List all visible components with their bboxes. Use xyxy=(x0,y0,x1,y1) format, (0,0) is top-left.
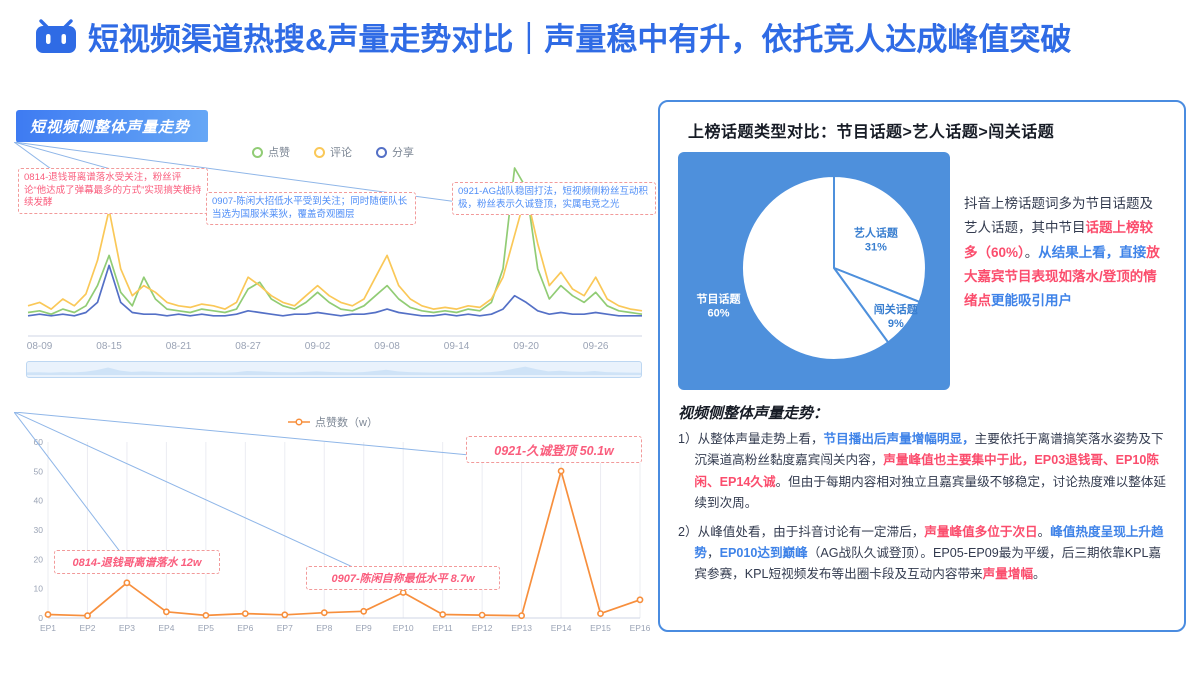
svg-text:31%: 31% xyxy=(865,242,887,254)
pie-analysis-text: 抖音上榜话题词多为节目话题及艺人话题，其中节目话题上榜较多（60%）。从结果上看… xyxy=(964,196,1160,309)
ring-marker-icon xyxy=(252,146,263,158)
svg-text:EP16: EP16 xyxy=(630,623,651,633)
callout-0814: 0814-退钱哥离谱落水受关注，粉丝评论“他达成了弹幕最多的方式”实现搞笑梗持续… xyxy=(18,168,208,214)
chart-legend: 点赞 评论 分享 xyxy=(14,142,652,162)
legend-label: 评论 xyxy=(330,147,352,159)
page-header: 短视频渠道热搜&声量走势对比｜声量稳中有升，依托竞人达成峰值突破 xyxy=(34,14,1194,59)
legend-item-0[interactable]: 点赞数（w） xyxy=(288,414,378,430)
svg-text:30: 30 xyxy=(34,525,44,535)
likes-plot[interactable]: 0 10 20 30 40 50 60 EP1 EP2 EP3 EP4 EP5 EP6 EP7 EP8 EP9… xyxy=(14,432,652,640)
likes-per-episode-chart: 点赞数（w） 0 10 20 30 40 50 60 EP1 EP2 EP3 EP4 EP5 EP6 EP… xyxy=(14,412,652,662)
tv-logo-icon xyxy=(34,18,78,55)
svg-text:09-20: 09-20 xyxy=(513,341,539,352)
svg-text:EP14: EP14 xyxy=(551,623,572,633)
page-title: 短视频渠道热搜&声量走势对比｜声量稳中有升，依托竞人达成峰值突破 xyxy=(88,22,1072,57)
volume-trend-chart: 点赞 评论 分享 08-09 08-15 08-21 08-27 09-02 09-08 09-… xyxy=(14,142,656,400)
trend-point-2: 2）从峰值处看，由于抖音讨论有一定滞后，声量峰值多位于次日。峰值热度呈现上升趋势… xyxy=(678,524,1164,582)
svg-text:EP1: EP1 xyxy=(40,623,56,633)
legend-item-1[interactable]: 评论 xyxy=(314,144,352,160)
legend-label: 点赞数（w） xyxy=(315,417,378,429)
svg-text:08-15: 08-15 xyxy=(96,341,122,352)
svg-text:08-21: 08-21 xyxy=(166,341,192,352)
svg-text:EP2: EP2 xyxy=(79,623,95,633)
ring-marker-icon xyxy=(314,146,325,158)
legend-label: 点赞 xyxy=(268,147,290,159)
svg-text:EP5: EP5 xyxy=(198,623,214,633)
svg-text:09-02: 09-02 xyxy=(305,341,331,352)
legend-item-2[interactable]: 分享 xyxy=(376,144,414,160)
svg-text:40: 40 xyxy=(34,496,44,506)
svg-text:EP9: EP9 xyxy=(356,623,372,633)
trend-point-1: 1）从整体声量走势上看，节目播出后声量增幅明显，主要依托于离谱搞笑落水姿势及下沉… xyxy=(678,432,1166,511)
topic-pie-chart[interactable]: 艺人话题 31% 闯关话题 9% 节目话题 60% xyxy=(678,152,950,390)
line-marker-icon xyxy=(288,418,311,426)
svg-text:EP11: EP11 xyxy=(433,623,453,633)
svg-text:09-14: 09-14 xyxy=(444,341,470,352)
ring-marker-icon xyxy=(376,146,387,158)
svg-text:EP7: EP7 xyxy=(277,623,293,633)
svg-text:08-09: 08-09 xyxy=(27,341,53,352)
svg-text:0: 0 xyxy=(38,613,43,623)
svg-text:EP4: EP4 xyxy=(158,623,174,633)
svg-text:60: 60 xyxy=(34,437,44,447)
volume-plot[interactable]: 08-09 08-15 08-21 08-27 09-02 09-08 09-14 09-20… xyxy=(14,162,652,358)
legend-item-0[interactable]: 点赞 xyxy=(252,144,290,160)
svg-text:闯关话题: 闯关话题 xyxy=(874,302,919,316)
topic-pie-panel: 艺人话题 31% 闯关话题 9% 节目话题 60% xyxy=(678,152,950,390)
svg-text:EP6: EP6 xyxy=(237,623,253,633)
svg-text:20: 20 xyxy=(34,554,44,564)
callout-0921: 0921-AG战队稳固打法，短视频侧粉丝互动积极，粉丝表示久诚登顶，实属电竞之光 xyxy=(452,182,656,216)
svg-text:EP3: EP3 xyxy=(119,623,135,633)
analysis-panel: 上榜话题类型对比：节目话题>艺人话题>闯关话题 艺人话题 31% 闯关话题 9% 节目话… xyxy=(658,100,1186,632)
svg-text:EP15: EP15 xyxy=(590,623,611,633)
section-badge: 短视频侧整体声量走势 xyxy=(16,110,209,143)
datazoom-preview xyxy=(27,366,641,375)
pie-row: 艺人话题 31% 闯关话题 9% 节目话题 60% 抖音上榜话题词多为节目话题及艺人话题，… xyxy=(678,152,1166,390)
callout-ep3-peak: 0814-退钱哥离谱落水 12w xyxy=(54,550,220,574)
callout-ep10-peak: 0907-陈闲自称最低水平 8.7w xyxy=(306,566,500,590)
trend-heading: 视频侧整体声量走势： xyxy=(678,405,829,422)
svg-text:9%: 9% xyxy=(888,318,904,330)
callout-ep14-peak: 0921-久诚登顶 50.1w xyxy=(466,436,642,463)
chart-legend: 点赞数（w） xyxy=(14,412,652,432)
svg-text:节目话题: 节目话题 xyxy=(697,292,742,306)
svg-text:EP10: EP10 xyxy=(393,623,414,633)
svg-text:08-27: 08-27 xyxy=(235,341,261,352)
topic-comparison-title: 上榜话题类型对比：节目话题>艺人话题>闯关话题 xyxy=(688,124,1055,141)
legend-label: 分享 xyxy=(392,147,414,159)
datazoom-slider[interactable] xyxy=(26,361,642,378)
svg-text:09-08: 09-08 xyxy=(374,341,400,352)
svg-text:EP12: EP12 xyxy=(472,623,493,633)
svg-text:10: 10 xyxy=(34,584,44,594)
svg-text:EP13: EP13 xyxy=(511,623,532,633)
svg-text:09-26: 09-26 xyxy=(583,341,609,352)
svg-text:60%: 60% xyxy=(707,308,729,320)
callout-0907: 0907-陈闲大招低水平受到关注；同时随便队长当选为国服米莱狄，覆盖奇观圈层 xyxy=(206,192,416,226)
svg-text:艺人话题: 艺人话题 xyxy=(854,226,899,240)
svg-text:EP8: EP8 xyxy=(316,623,332,633)
svg-text:50: 50 xyxy=(34,466,44,476)
